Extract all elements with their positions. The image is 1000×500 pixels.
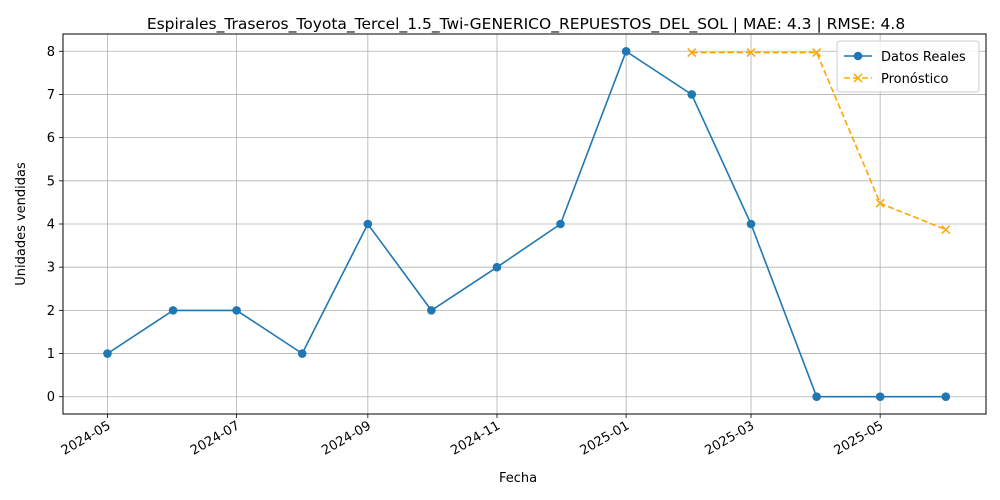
legend: Datos Reales Pronóstico <box>836 40 980 93</box>
data-point <box>875 392 885 402</box>
data-point <box>168 306 178 315</box>
legend-marker-datos-reales <box>853 51 863 61</box>
x-tick-label: 2024-11 <box>448 418 503 458</box>
x-tick-label: 2025-03 <box>702 418 757 458</box>
forecast-point <box>687 48 697 58</box>
y-tick-label: 8 <box>47 45 55 60</box>
forecast-point <box>875 198 885 208</box>
y-tick-label: 6 <box>47 131 55 146</box>
legend-label-datos-reales: Datos Reales <box>881 50 966 65</box>
series-layer <box>103 46 951 402</box>
data-point <box>232 306 241 315</box>
x-tick-label: 2025-05 <box>832 418 887 458</box>
data-point <box>492 262 502 272</box>
legend-marker-pronostico <box>853 73 863 83</box>
data-point <box>427 306 436 315</box>
data-point <box>621 46 631 56</box>
y-tick-label: 1 <box>47 347 55 362</box>
data-point <box>812 392 821 402</box>
y-tick-label: 7 <box>47 88 55 103</box>
data-point <box>941 392 951 402</box>
x-tick-label: 2024-09 <box>319 418 374 458</box>
y-tick-label: 5 <box>47 174 55 189</box>
data-point <box>363 219 373 229</box>
plot-frame <box>62 33 987 415</box>
y-axis-label: Unidades vendidas <box>14 162 29 286</box>
y-tick-label: 0 <box>47 390 55 405</box>
data-point <box>103 349 112 358</box>
forecast-point <box>812 48 822 58</box>
data-point <box>297 349 307 358</box>
y-tick-label: 2 <box>47 304 55 319</box>
legend-box <box>836 40 980 93</box>
x-tick-label: 2025-01 <box>578 418 633 458</box>
data-point <box>556 219 565 229</box>
x-tick-label: 2024-07 <box>188 418 243 458</box>
legend-label-pronostico: Pronóstico <box>881 72 948 87</box>
forecast-point <box>941 225 951 235</box>
series-line-1 <box>691 51 947 231</box>
forecast-point <box>746 48 756 58</box>
y-tick-label: 4 <box>47 218 55 233</box>
y-tick-label: 3 <box>47 261 55 276</box>
data-point <box>687 90 697 99</box>
x-tick-label: 2024-05 <box>59 418 114 458</box>
data-point <box>746 219 756 229</box>
x-axis-label: Fecha <box>499 471 537 486</box>
chart-title: Espirales_Traseros_Toyota_Tercel_1.5_Twi… <box>147 15 905 34</box>
series-line-0 <box>107 50 946 398</box>
